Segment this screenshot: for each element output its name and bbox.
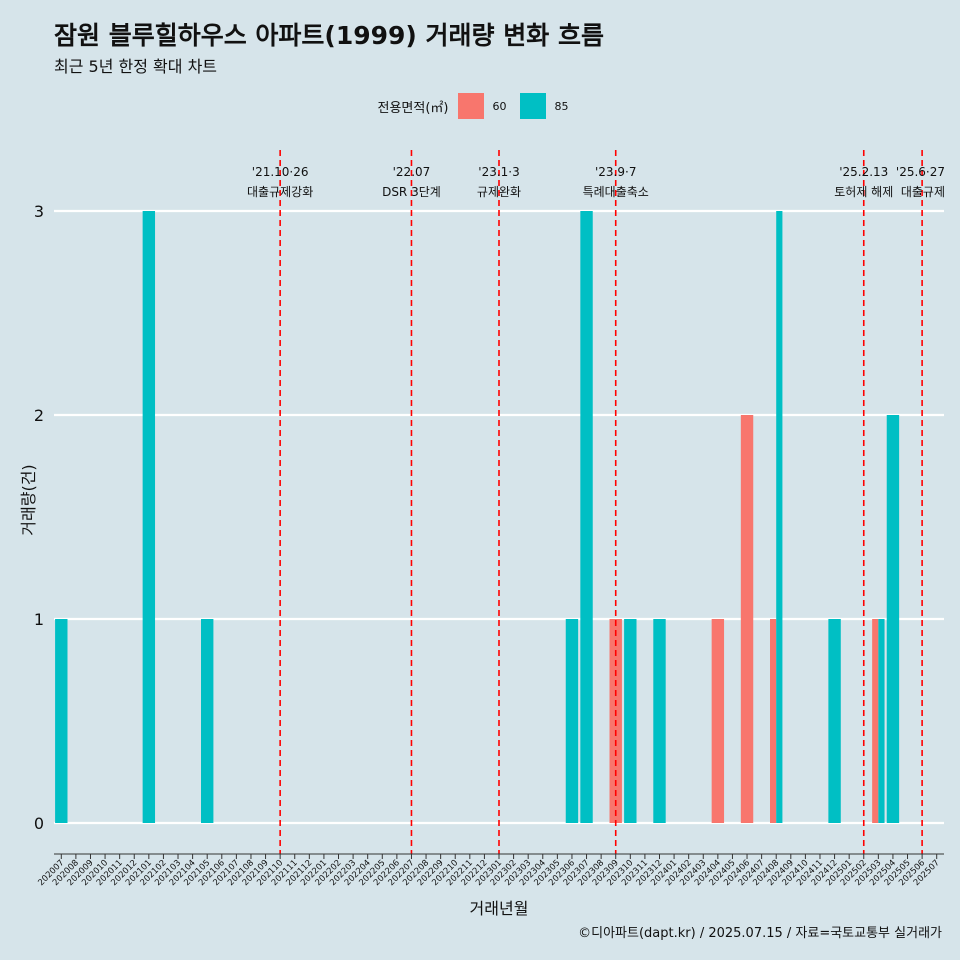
legend-title: 전용면적(㎡)	[377, 100, 449, 116]
y-axis-title: 거래량(건)	[19, 464, 38, 535]
bar-85-202306	[565, 619, 579, 823]
legend-label-85: 85	[554, 99, 569, 113]
annotation-label: 토허제 해제	[834, 185, 893, 199]
bar-85-202503	[878, 619, 885, 823]
bar-85-202504	[886, 415, 900, 823]
y-tick-label: 3	[34, 202, 44, 221]
bar-60-202503	[872, 619, 879, 823]
y-tick-label: 2	[34, 406, 44, 425]
legend-key-60	[458, 93, 485, 119]
chart-subtitle: 최근 5년 한정 확대 차트	[54, 57, 218, 76]
y-tick-label: 0	[34, 814, 44, 833]
legend-key-85	[520, 93, 547, 119]
legend-label-60: 60	[492, 99, 507, 113]
annotation-label: 특례대출축소	[583, 185, 649, 199]
bar-85-202101	[142, 211, 156, 823]
annotation-label: DSR 3단계	[382, 185, 441, 199]
chart-title: 잠원 블루힐하우스 아파트(1999) 거래량 변화 흐름	[54, 21, 604, 50]
legend: 전용면적(㎡) 60 85	[0, 93, 960, 119]
annotation-date: '23.9·7	[595, 165, 636, 179]
bar-85-202312	[653, 619, 666, 823]
bar-85-202307	[580, 211, 593, 823]
annotation-date: '23.1·3	[478, 165, 519, 179]
annotation-date: '25.2.13	[839, 165, 888, 179]
bar-60-202408	[770, 619, 777, 823]
bar-60-202404	[711, 619, 725, 823]
annotation-date: '22.07	[393, 165, 431, 179]
bar-85-202412	[828, 619, 841, 823]
annotation-label: 규제완화	[477, 185, 521, 199]
bar-85-202105	[200, 619, 214, 823]
source-caption: ©디아파트(dapt.kr) / 2025.07.15 / 자료=국토교통부 실…	[578, 926, 942, 941]
x-axis-title: 거래년월	[470, 899, 529, 918]
bar-85-202007	[55, 619, 68, 823]
bar-85-202310	[624, 619, 637, 823]
bar-85-202408	[776, 211, 783, 823]
annotation-date: '21.10·26	[252, 165, 309, 179]
y-tick-label: 1	[34, 610, 44, 629]
annotation-label: 대출규제	[901, 185, 945, 199]
annotation-label: 대출규제강화	[247, 185, 313, 199]
bar-60-202406	[740, 415, 754, 823]
annotation-date: '25.6·27	[896, 165, 945, 179]
